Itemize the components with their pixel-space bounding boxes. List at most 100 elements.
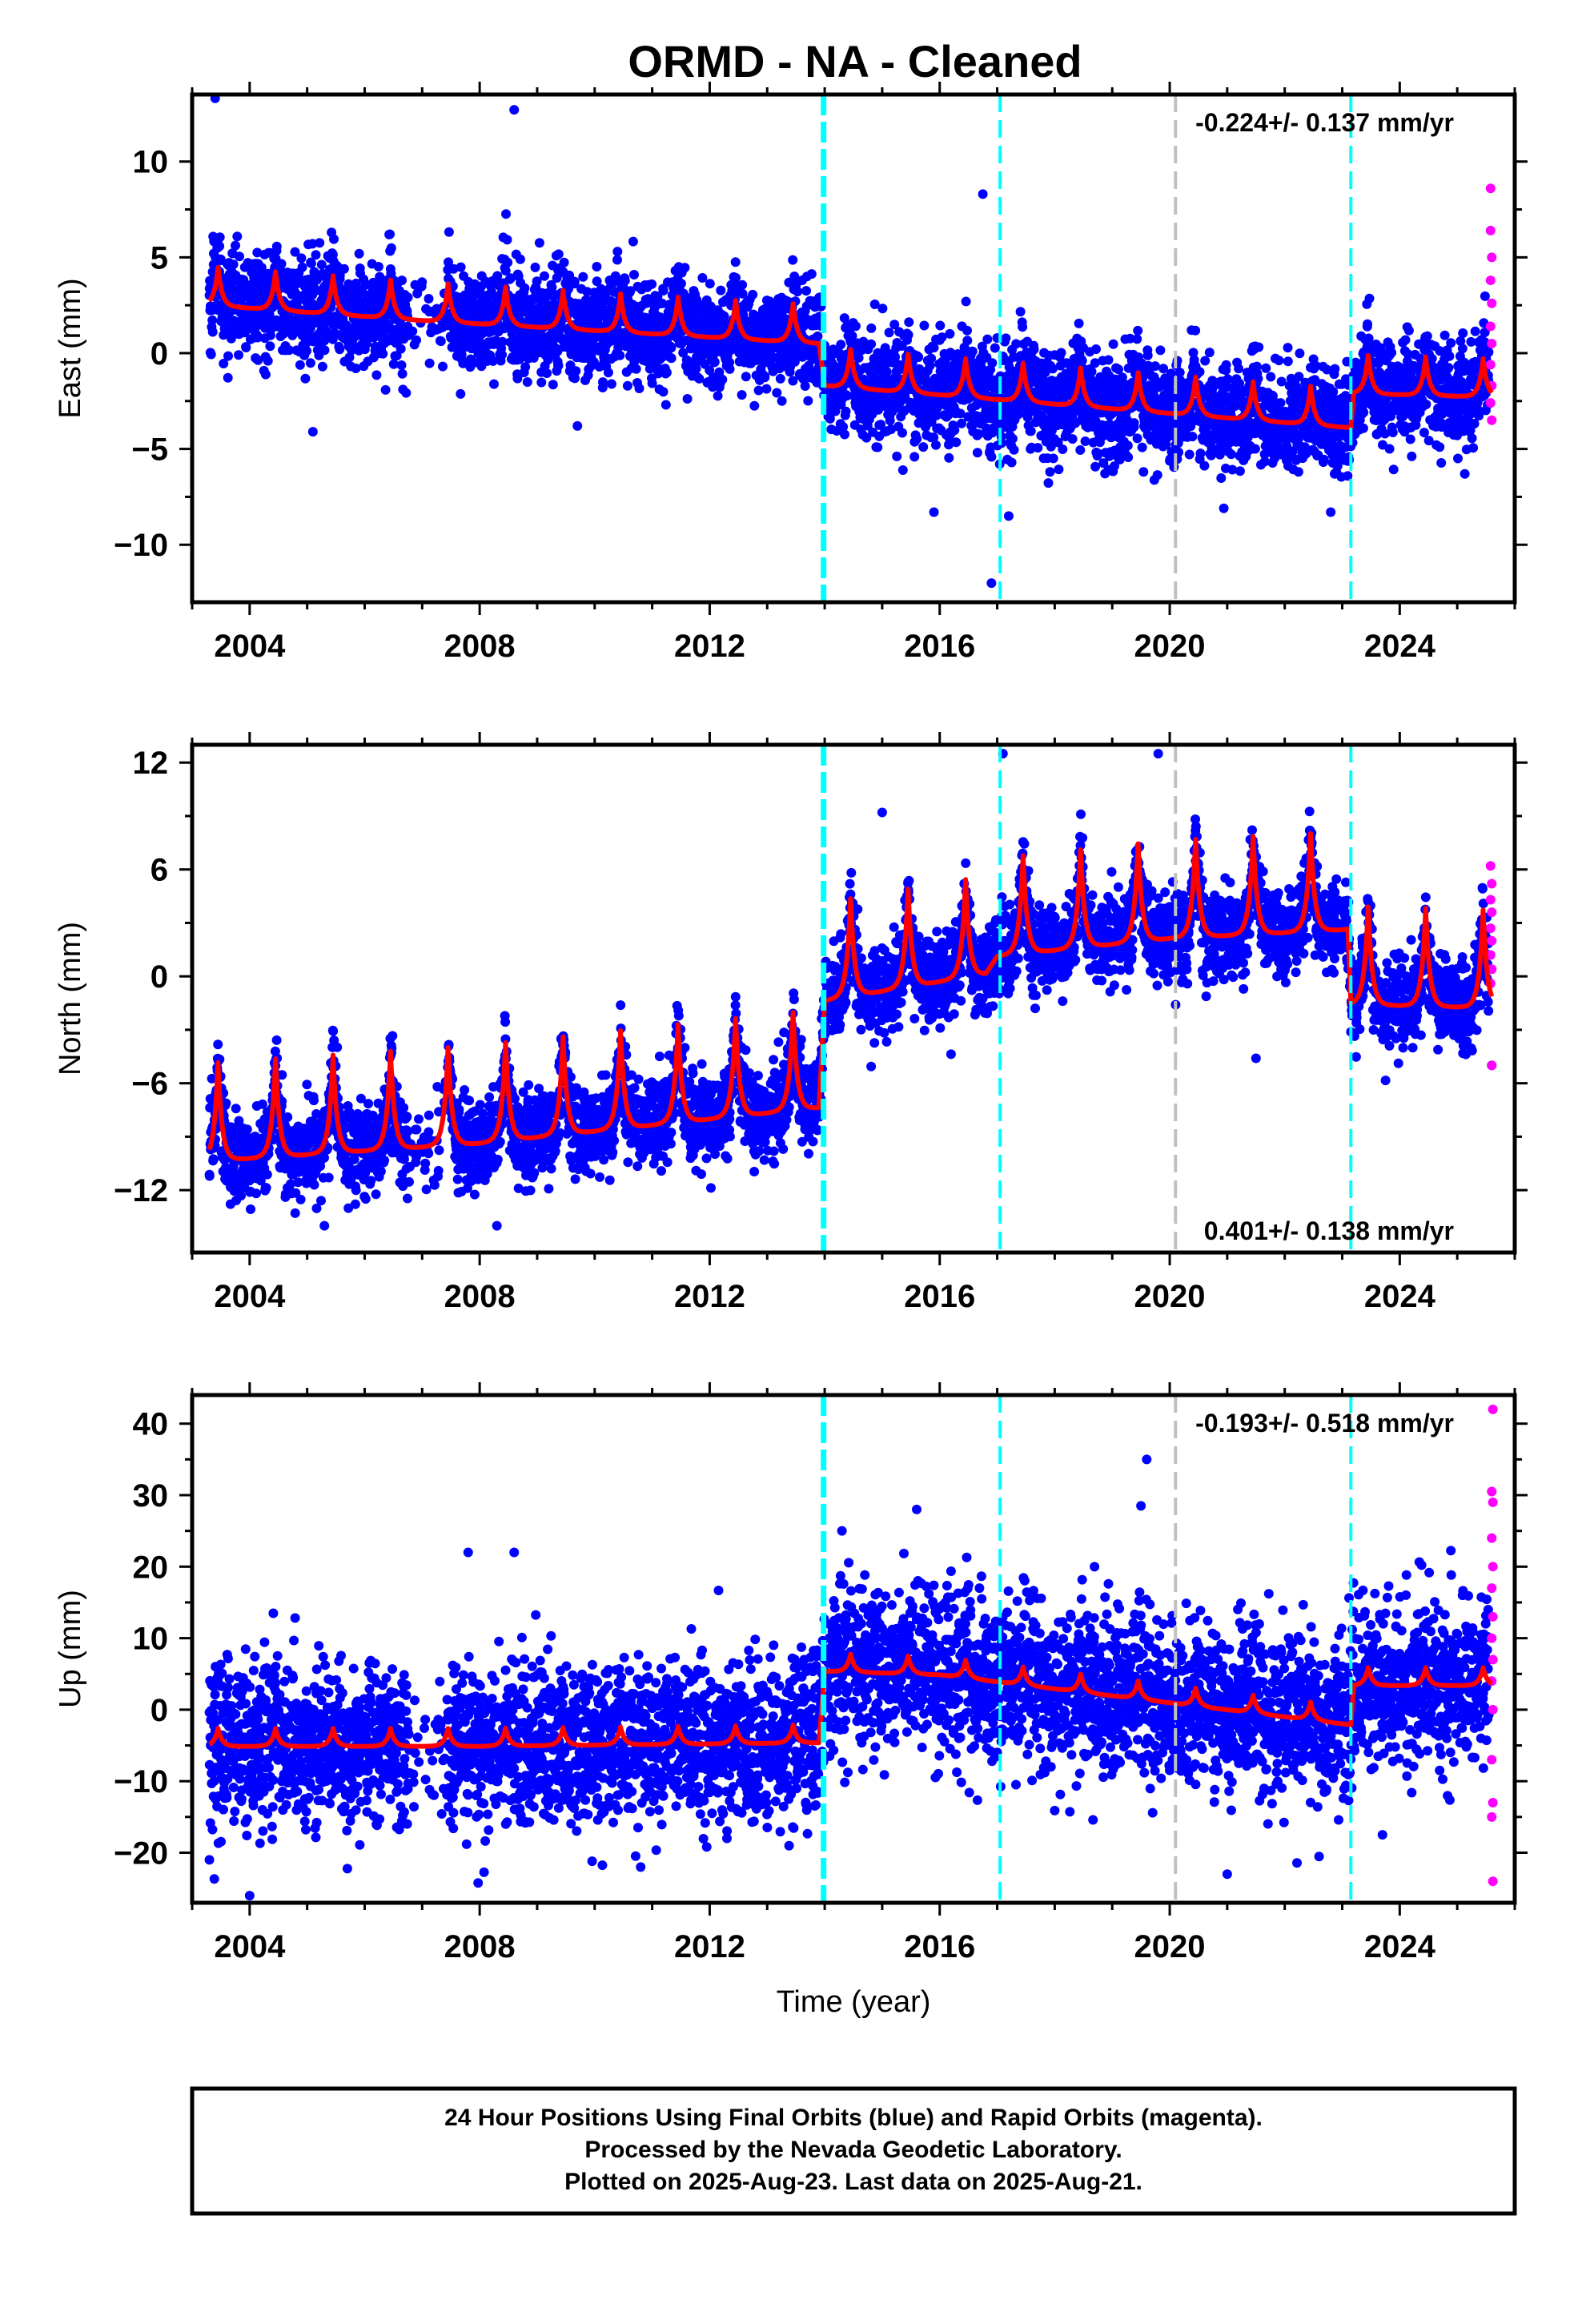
data-point: [974, 429, 984, 439]
data-point: [215, 241, 225, 251]
data-point: [335, 344, 345, 355]
data-point: [1184, 449, 1195, 460]
data-point: [1090, 461, 1101, 472]
data-point: [241, 343, 251, 352]
data-point: [1142, 350, 1153, 360]
data-point: [219, 359, 229, 368]
data-point: [944, 452, 954, 463]
data-point: [456, 388, 466, 399]
data-point: [553, 249, 564, 259]
data-point: [265, 341, 275, 352]
data-point: [1400, 335, 1411, 345]
data-point: [1261, 363, 1271, 373]
data-point: [1026, 426, 1036, 436]
data-point: [676, 279, 686, 289]
data-point: [360, 279, 371, 290]
data-point: [962, 325, 972, 336]
data-point: [1387, 348, 1397, 358]
data-point: [515, 254, 525, 264]
data-point: [231, 240, 240, 251]
data-point: [305, 358, 315, 368]
data-point: [1250, 444, 1260, 454]
data-point: [1058, 444, 1068, 454]
data-point: [316, 259, 327, 270]
data-point: [520, 362, 531, 372]
data-point: [1421, 400, 1431, 409]
data-point: [408, 326, 418, 336]
data-point: [1067, 434, 1078, 444]
data-point: [1419, 428, 1429, 438]
data-point: [1152, 470, 1162, 480]
data-point: [448, 263, 459, 274]
data-point: [290, 247, 300, 257]
data-point: [1048, 453, 1058, 464]
data-point: [897, 465, 908, 475]
data-point: [252, 247, 263, 258]
data-point: [424, 294, 434, 304]
data-point: [354, 248, 364, 259]
data-point: [986, 452, 997, 462]
data-point: [501, 209, 511, 219]
data-point: [234, 350, 243, 360]
data-point: [801, 286, 811, 296]
data-point: [375, 271, 385, 282]
data-point: [1199, 460, 1210, 471]
data-point: [680, 263, 690, 273]
data-point: [1103, 355, 1114, 365]
data-point: [1403, 325, 1414, 336]
data-point: [592, 276, 602, 287]
data-point: [1007, 433, 1018, 444]
data-point: [694, 373, 705, 384]
data-point: [717, 374, 728, 384]
data-point: [1001, 333, 1011, 344]
data-point: [386, 243, 396, 253]
data-point: [512, 373, 523, 384]
data-point: [840, 429, 849, 440]
data-point: [502, 235, 512, 245]
data-point: [540, 271, 549, 281]
data-point: [1043, 478, 1054, 489]
data-point: [592, 262, 602, 271]
data-point: [252, 332, 263, 343]
data-point: [1221, 360, 1231, 370]
data-point: [1086, 367, 1097, 376]
data-point: [1216, 473, 1227, 483]
data-point: [951, 437, 962, 448]
data-point: [606, 379, 616, 389]
data-point: [534, 238, 544, 248]
data-point: [1075, 445, 1086, 455]
data-point: [396, 344, 406, 354]
data-point: [1006, 457, 1017, 468]
data-point: [873, 442, 883, 452]
data-point: [800, 381, 810, 391]
data-point: [620, 275, 630, 286]
data-point: [806, 269, 817, 279]
data-point: [1133, 325, 1143, 336]
data-point: [223, 351, 233, 361]
data-point: [1359, 408, 1369, 417]
data-point: [571, 366, 581, 376]
data-point: [987, 358, 998, 368]
data-point: [456, 262, 466, 272]
data-point: [207, 327, 218, 337]
data-point: [1138, 467, 1149, 477]
data-point: [1123, 452, 1134, 462]
data-point: [1254, 342, 1264, 352]
data-point: [658, 286, 669, 296]
data-point: [761, 384, 772, 394]
data-point: [315, 238, 325, 248]
data-point: [271, 241, 282, 251]
data-point: [438, 361, 448, 372]
data-point: [1122, 440, 1133, 451]
data-point: [582, 287, 592, 297]
data-point: [1056, 348, 1066, 358]
data-point: [542, 368, 552, 378]
data-point: [919, 320, 930, 331]
data-point: [1054, 464, 1064, 475]
data-point: [666, 353, 677, 364]
data-point: [1200, 356, 1211, 366]
data-point: [1344, 455, 1355, 465]
data-point: [737, 279, 748, 290]
